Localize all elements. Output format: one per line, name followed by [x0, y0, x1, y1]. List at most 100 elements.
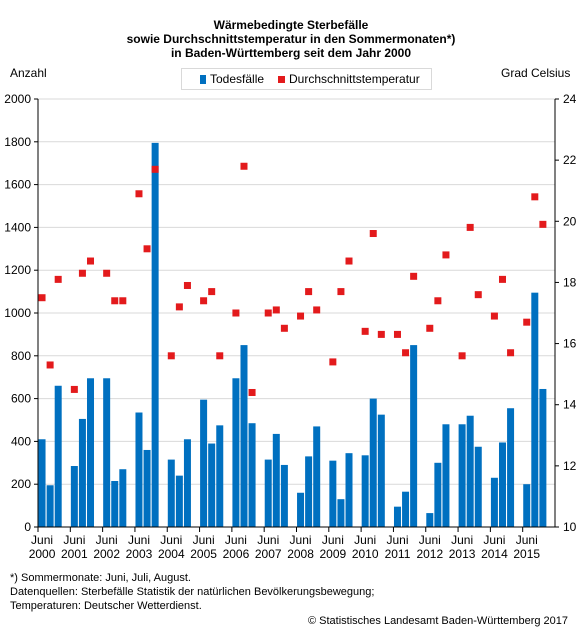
bar: [280, 464, 288, 527]
bar: [78, 418, 86, 527]
bar: [377, 414, 385, 527]
legend-dot-swatch: [278, 75, 285, 83]
temperature-marker: [119, 297, 127, 305]
temperature-marker: [143, 245, 151, 253]
bar: [216, 425, 224, 527]
temperature-marker: [183, 281, 191, 289]
bar: [38, 439, 46, 527]
bar: [240, 345, 248, 527]
temperature-marker: [507, 349, 515, 357]
bar: [345, 453, 353, 527]
x-tick-month-label: Juni: [257, 533, 279, 547]
bar: [46, 485, 54, 527]
x-tick-month-label: Juni: [419, 533, 441, 547]
temperature-marker: [426, 324, 434, 332]
bar: [103, 378, 111, 527]
footnote-sources: Datenquellen: Sterbefälle Statistik der …: [10, 586, 375, 598]
x-tick-month-label: Juni: [322, 533, 344, 547]
y-tick-label: 1200: [4, 263, 31, 277]
y-tick-label: 1800: [4, 135, 31, 149]
chart-title-line2: sowie Durchschnittstemperatur in den Som…: [126, 32, 456, 46]
legend-item-dots: Durchschnittstemperatur: [278, 72, 420, 86]
temperature-marker: [297, 312, 305, 320]
temperature-marker: [264, 309, 272, 317]
bar: [111, 480, 119, 527]
x-tick-month-label: Juni: [386, 533, 408, 547]
temperature-marker: [490, 312, 498, 320]
bar: [70, 466, 78, 527]
footnote-temperatures: Temperaturen: Deutscher Wetterdienst.: [10, 600, 202, 612]
bar: [167, 459, 175, 527]
temperature-marker: [305, 288, 313, 296]
bar: [135, 412, 143, 527]
legend-bar-swatch: [200, 74, 206, 84]
x-tick-year-label: 2000: [29, 547, 56, 561]
x-tick-month-label: Juni: [193, 533, 215, 547]
x-tick-year-label: 2011: [385, 547, 411, 561]
bar: [337, 499, 345, 527]
bar: [531, 292, 539, 527]
x-tick-month-label: Juni: [63, 533, 85, 547]
x-tick-year-label: 2005: [190, 547, 217, 561]
x-tick-year-label: 2003: [126, 547, 153, 561]
y-tick-label: 1400: [4, 220, 31, 234]
bar: [523, 484, 531, 527]
bar: [151, 142, 159, 527]
x-tick-year-label: 2007: [255, 547, 282, 561]
temperature-marker: [498, 275, 506, 283]
x-tick-month-label: Juni: [354, 533, 376, 547]
bar: [272, 433, 280, 527]
temperature-marker: [474, 291, 482, 299]
x-tick-year-label: 2008: [287, 547, 314, 561]
x-tick-month-label: Juni: [31, 533, 53, 547]
temperature-marker: [54, 275, 62, 283]
temperature-marker: [410, 272, 418, 280]
y-tick-label: 800: [11, 349, 31, 363]
x-tick-month-label: Juni: [483, 533, 505, 547]
temperature-marker: [531, 193, 539, 201]
bar: [87, 378, 95, 527]
y2-tick-label: 14: [563, 398, 577, 412]
temperature-marker: [167, 352, 175, 360]
temperature-marker: [175, 303, 183, 311]
left-axis-unit: Anzahl: [10, 66, 47, 80]
temperature-marker: [337, 288, 345, 296]
temperature-marker: [208, 288, 216, 296]
temperature-marker: [240, 162, 248, 170]
temperature-marker: [111, 297, 119, 305]
bar: [466, 415, 474, 527]
copyright: © Statistisches Landesamt Baden-Württemb…: [307, 615, 568, 627]
x-tick-year-label: 2013: [449, 547, 476, 561]
y-tick-label: 1000: [4, 306, 31, 320]
bar: [474, 446, 482, 527]
bar: [490, 477, 498, 527]
temperature-marker: [248, 388, 256, 396]
legend-dots-label: Durchschnittstemperatur: [289, 72, 420, 86]
x-tick-month-label: Juni: [96, 533, 118, 547]
x-tick-year-label: 2014: [481, 547, 508, 561]
temperature-marker: [329, 358, 337, 366]
bar: [369, 398, 377, 527]
bar: [393, 506, 401, 527]
bar: [434, 462, 442, 527]
x-tick-year-label: 2004: [158, 547, 185, 561]
temperature-marker: [78, 269, 86, 277]
y2-tick-label: 22: [563, 153, 577, 167]
bar: [232, 378, 240, 527]
chart-title-line3: in Baden-Württemberg seit dem Jahr 2000: [170, 46, 412, 60]
bar: [442, 424, 450, 527]
x-tick-month-label: Juni: [451, 533, 473, 547]
temperature-marker: [393, 330, 401, 338]
footnote-months: *) Sommermonate: Juni, Juli, August.: [10, 572, 191, 584]
temperature-marker: [458, 352, 466, 360]
bar: [458, 424, 466, 527]
legend-bars-label: Todesfälle: [210, 72, 265, 86]
temperature-marker: [46, 361, 54, 369]
y2-tick-label: 20: [563, 214, 577, 228]
temperature-marker: [466, 223, 474, 231]
x-tick-year-label: 2010: [352, 547, 379, 561]
bar: [305, 456, 313, 527]
x-tick-year-label: 2006: [223, 547, 250, 561]
temperature-marker: [200, 297, 208, 305]
